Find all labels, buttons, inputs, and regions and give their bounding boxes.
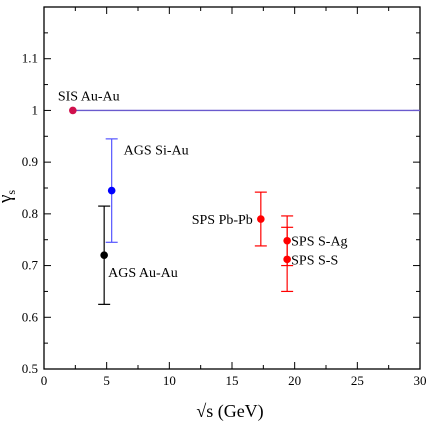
point-label: SPS S-S: [291, 253, 338, 268]
data-point: [283, 255, 291, 264]
x-tick-label: 20: [288, 373, 301, 388]
point-label: SPS Pb-Pb: [192, 213, 253, 228]
x-axis-label: √s (GeV): [196, 401, 263, 422]
y-tick-label: 0.7: [22, 258, 39, 273]
y-axis-label-sub: s: [4, 190, 18, 195]
y-tick-label: 0.8: [22, 206, 38, 221]
x-tick-label: 30: [414, 373, 427, 388]
point-label: AGS Si-Au: [124, 143, 189, 158]
y-tick-label: 0.9: [22, 154, 38, 169]
plot-frame: [43, 6, 421, 370]
y-tick-label: 1: [32, 102, 39, 117]
y-axis-label-main: γ: [0, 195, 16, 204]
point-label: SIS Au-Au: [58, 89, 120, 104]
data-point: [100, 251, 108, 260]
point-labels-group: SIS Au-Au AGS Si-Au AGS Au-Au SPS Pb-Pb SPS …: [58, 89, 348, 281]
point-label: AGS Au-Au: [108, 266, 178, 281]
y-axis-label: γs: [0, 190, 18, 204]
axes-ticks: 0 5 10 15 20 25 30 0.5 0.6 0.7 0.8 0.9 1 1.1: [22, 7, 427, 388]
data-point: [257, 215, 265, 223]
x-tick-label: 5: [103, 373, 110, 388]
x-tick-label: 10: [163, 373, 176, 388]
y-tick-label: 0.5: [22, 361, 38, 376]
data-point: [107, 186, 116, 195]
point-label: SPS S-Ag: [291, 235, 347, 250]
x-tick-label: 25: [351, 373, 364, 388]
y-tick-label: 1.1: [22, 51, 38, 66]
y-tick-label: 0.6: [22, 309, 39, 324]
data-points-group: [69, 106, 294, 305]
x-tick-label: 15: [226, 373, 239, 388]
x-tick-label: 0: [41, 373, 48, 388]
data-point: [69, 106, 77, 115]
